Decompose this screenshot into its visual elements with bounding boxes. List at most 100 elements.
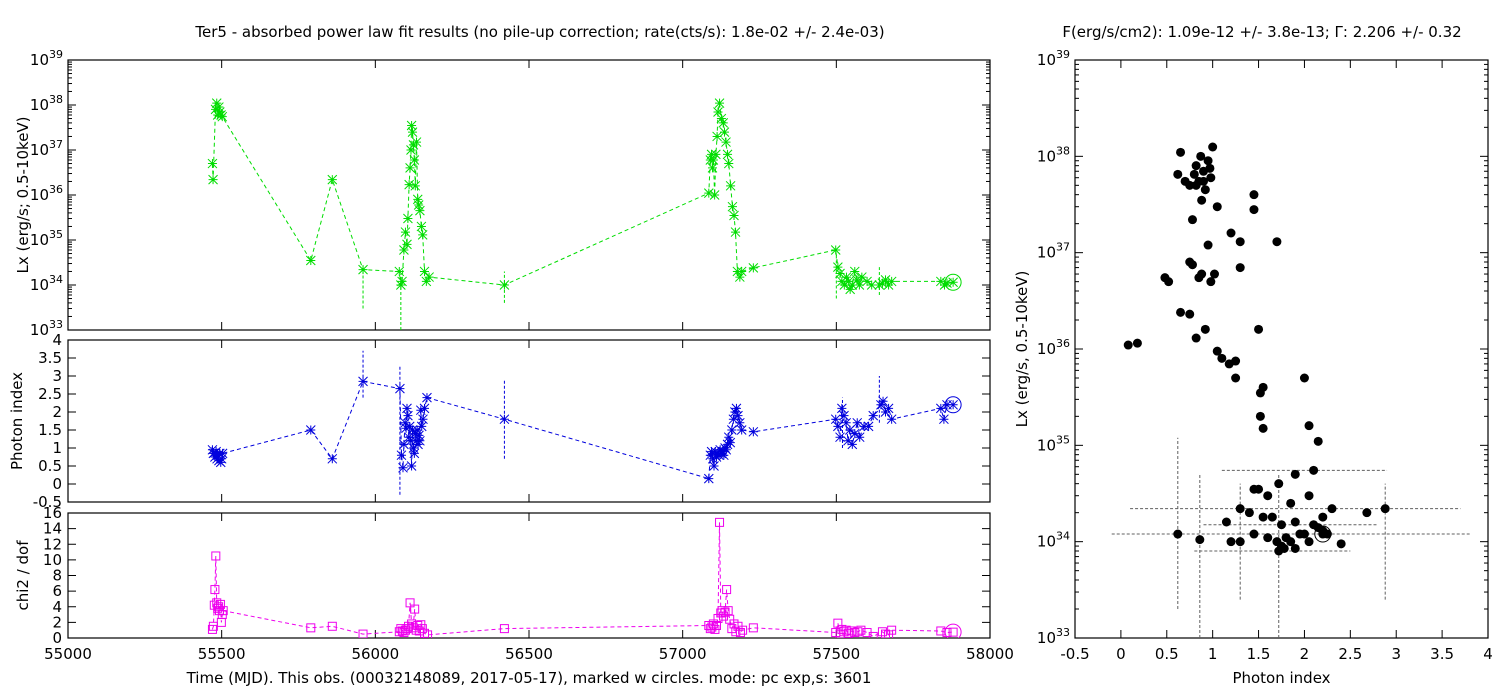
data-point [402,403,412,414]
data-point [839,410,849,421]
data-point [721,137,731,147]
data-point [1304,421,1314,431]
data-point [841,417,852,428]
y-tick-label: 4 [52,598,62,616]
x-tick-label: 57500 [812,645,860,663]
x-tick-label: 55000 [44,645,92,663]
data-point [734,417,745,428]
data-point [421,276,432,287]
y-tick-label: 2.5 [38,385,62,403]
data-point [1254,324,1264,334]
data-point [415,205,425,216]
data-point [847,280,858,290]
data-point [734,272,745,282]
data-point [1258,512,1268,522]
right-title: F(erg/s/cm2): 1.09e-12 +/- 3.8e-13; Γ: 2… [1062,23,1461,41]
data-point [208,174,218,185]
data-point [715,517,725,527]
data-point [419,403,430,414]
data-point [718,118,729,128]
data-point [854,432,865,443]
y-tick-label: 1 [52,439,62,457]
data-point [723,158,734,169]
data-point [358,376,368,387]
data-point [709,190,720,200]
data-point [210,585,220,595]
data-point [859,421,869,432]
data-point [410,180,421,191]
data-point [728,414,739,425]
data-point [714,98,725,108]
data-point [1173,169,1183,179]
data-point [1208,142,1218,152]
y-tick-label: 14 [43,520,62,538]
y-tick-label: 3 [52,367,62,385]
data-point [410,428,421,439]
data-point [1299,529,1309,539]
y-tick-label: 0.5 [38,457,62,475]
x-tick-label: 2.5 [1338,645,1362,663]
data-point [703,473,714,484]
current-observation-circle [944,623,962,638]
data-point [1206,173,1216,183]
data-point [841,272,852,282]
data-point [414,430,424,441]
data-point [1327,504,1337,514]
data-point [935,403,946,414]
data-point [413,439,423,450]
main-title: Ter5 - absorbed power law fit results (n… [194,23,884,41]
data-point [207,624,217,634]
data-point [1176,147,1186,157]
data-point [358,629,368,638]
data-point [722,439,733,450]
data-point [727,201,738,212]
data-point [1164,277,1174,287]
data-point [399,245,409,255]
data-point [863,421,874,432]
data-point [1123,340,1133,350]
series-line [211,522,954,637]
plot-area [207,517,962,638]
data-point [1235,263,1245,273]
x-tick-label: 56500 [505,645,553,663]
y-tick-label: 1037 [1037,241,1070,262]
data-point [327,453,338,464]
data-point [833,262,843,272]
data-point [1195,535,1205,545]
data-point [705,450,716,461]
data-point [939,414,949,425]
data-point [1255,388,1265,398]
current-observation-circle [944,273,962,291]
data-point [305,255,316,266]
data-point [1249,205,1259,215]
data-point [215,599,225,609]
data-point [847,626,857,636]
data-point [418,414,428,425]
data-point [207,158,218,169]
data-point [1203,240,1213,250]
data-point [837,403,847,414]
data-point [854,280,865,290]
data-point [1235,504,1245,514]
y-axis-label: Lx (erg/s; 0.5-10keV) [14,116,32,273]
data-point [412,425,422,435]
lx-vs-photon-index-panel: 1033 1034 1035 1036 1037 1038 1039 -0.5 0 0.5 1 1.5… [1013,48,1493,687]
data-point [406,120,417,131]
data-point [403,432,414,443]
data-point [1254,484,1264,494]
data-point [394,266,405,277]
data-point [214,107,225,117]
x-axis-label: Photon index [1232,669,1330,687]
data-point [1217,353,1227,363]
y-tick-label: 1038 [30,93,63,114]
data-point [880,275,891,285]
y-tick-label: 1037 [30,138,63,159]
x-tick-label: 0.5 [1155,645,1179,663]
data-point [852,417,863,428]
data-point [412,194,423,205]
data-point [708,155,719,165]
data-point [1290,517,1300,527]
data-point [731,627,741,637]
